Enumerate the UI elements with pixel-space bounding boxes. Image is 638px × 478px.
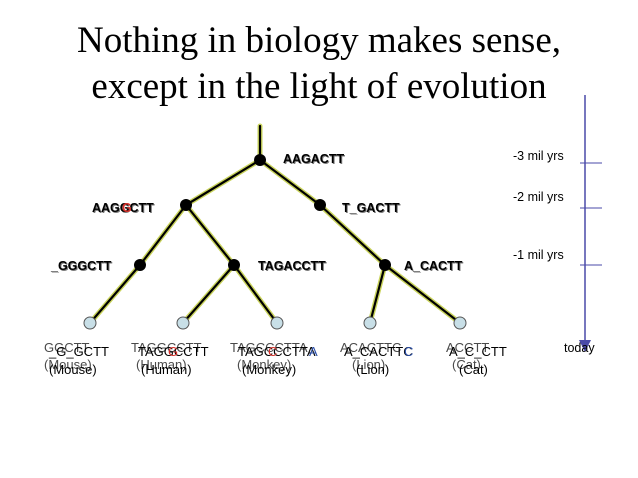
svg-text:AAGACTT: AAGACTT [284,153,345,167]
leaf-node-human [176,316,190,330]
branch-human [181,263,236,325]
svg-text:(Human): (Human) [136,357,187,372]
seq-carnivore-ancestor: A_CACTT [404,259,463,273]
leaf-node-cat [453,316,467,330]
svg-text:GGCTT: GGCTT [44,340,90,355]
internal-nodes [134,154,391,271]
svg-text:ACACTTC: ACACTTC [340,340,401,355]
title-line-1: Nothing in biology makes sense, [77,20,561,61]
leaf-node-lion [363,316,377,330]
branch-left-mouse-ancestor [138,203,188,267]
branch-glow [87,123,463,326]
node-left-internal [180,199,192,211]
node-primate-ancestor [228,259,240,271]
branch-monkey [232,263,279,325]
leaf-label-lion: (Lion) [356,362,389,377]
leaf-seq-monkey: TAGCCCTTA [238,344,316,359]
svg-text:(Monkey): (Monkey) [237,357,291,372]
seq-mouse-ancestor: _GGGCTT [50,259,112,273]
svg-text:(Mouse): (Mouse) [44,357,92,372]
tree-branches [88,124,462,325]
leaf-label-human: (Human) [141,362,192,377]
svg-text:ACCTT: ACCTT [446,340,489,355]
svg-text:A: A [309,344,318,359]
title-line-2: except in the light of evolution [91,66,546,107]
svg-text:TAGACCTT: TAGACCTT [259,260,327,274]
leaf-labels: GGCTT _G_GCTT (Mouse) (Mouse) TAGGCCTT T… [44,340,507,377]
branch-root-left [184,158,262,207]
node-mouse-ancestor [134,259,146,271]
leaf-label-monkey: (Monkey) [242,362,296,377]
branch-mouse [88,263,142,325]
svg-text:TAGCCCTTA: TAGCCCTTA [230,340,308,355]
branch-cat [383,263,462,325]
leaf-seq-mouse: _G_GCTT [48,344,109,359]
svg-text:T_GACTT: T_GACTT [343,202,401,216]
time-label-2: -2 mil yrs [513,190,564,204]
seq-right-internal: T_GACTT [342,201,400,215]
branch-left-primate-ancestor [184,203,236,267]
leaf-seq-human: TAGGCCTT [138,344,209,359]
node-root [254,154,266,166]
svg-text:(Lion): (Lion) [352,357,385,372]
svg-text:G: G [122,201,132,215]
branch-right-carnivore-ancestor [318,203,387,267]
seq-left-internal: AAGGCTT [92,201,154,215]
svg-text:A_CACTT: A_CACTT [405,260,464,274]
timeline-arrowhead [579,340,591,352]
leaf-seq-lion: A_CACTTC [344,344,413,359]
seq-root: AAGACTT [283,152,344,166]
branch-lion [368,263,387,325]
node-carnivore-ancestor [379,259,391,271]
svg-text:_GGGCTT: _GGGCTT [51,260,113,274]
node-right-internal [314,199,326,211]
svg-text:G: G [168,344,178,359]
leaf-label-mouse: (Mouse) [49,362,97,377]
leaf-node-monkey [270,316,284,330]
time-label-today: today [564,341,595,355]
svg-text:C: C [404,344,413,359]
branch-root-right [258,158,322,207]
svg-text:AAGGCTT: AAGGCTT [93,202,155,216]
time-label-1: -1 mil yrs [513,248,564,262]
svg-text:C: C [268,344,277,359]
svg-text:TAGGCCTT: TAGGCCTT [131,340,202,355]
leaf-seq-cat: A_C_CTT [449,344,507,359]
leaf-label-cat: (Cat) [459,362,488,377]
internal-sequences: AAGACTT AAGACTT AAGGCTT AAGGCTT G T_GACT… [50,152,464,274]
seq-primate-ancestor: TAGACCTT [258,259,326,273]
leaf-node-mouse [83,316,97,330]
time-label-3: -3 mil yrs [513,149,564,163]
svg-text:(Cat): (Cat) [452,357,481,372]
leaf-nodes [83,316,467,330]
timeline: -3 mil yrs -2 mil yrs -1 mil yrs today [513,95,602,355]
